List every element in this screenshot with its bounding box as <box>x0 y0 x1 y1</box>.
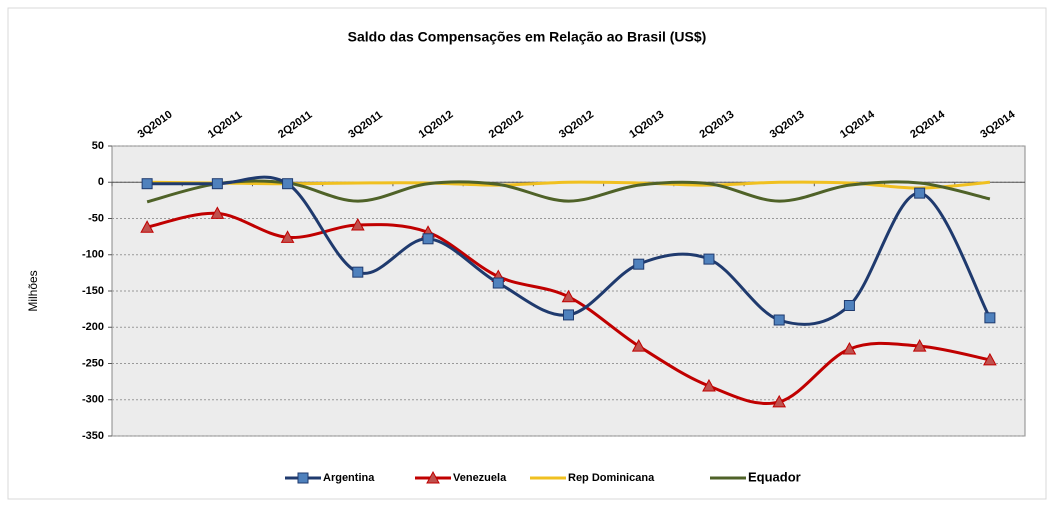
point <box>141 178 153 190</box>
point <box>631 339 646 352</box>
point <box>211 178 223 190</box>
y-tick-label: -300 <box>82 394 104 406</box>
point <box>561 289 576 303</box>
point <box>912 339 927 352</box>
y-tick-label: -50 <box>88 212 104 224</box>
y-tick-label: -250 <box>82 357 104 369</box>
point <box>702 378 716 392</box>
chart-title: Saldo das Compensações em Relação ao Bra… <box>348 29 707 45</box>
legend-marker <box>426 470 440 484</box>
y-tick-label: 50 <box>92 140 104 152</box>
point <box>633 258 645 270</box>
legend-marker <box>297 472 309 484</box>
y-tick-label: -200 <box>82 321 104 333</box>
point <box>772 394 787 408</box>
legend-label: Venezuela <box>453 472 507 484</box>
legend-label: Argentina <box>323 472 375 484</box>
point <box>282 178 294 190</box>
point <box>773 314 785 326</box>
point <box>492 277 504 289</box>
y-tick-label: 0 <box>98 176 104 188</box>
y-axis-label: Milhões <box>26 270 40 311</box>
y-tick-label: -150 <box>82 285 104 297</box>
point <box>842 341 857 355</box>
point <box>352 266 364 278</box>
legend-label: Rep Dominicana <box>568 472 655 484</box>
point <box>140 220 154 233</box>
point <box>843 300 855 311</box>
point <box>422 233 434 245</box>
point <box>563 309 574 321</box>
y-tick-label: -100 <box>82 249 104 261</box>
point <box>280 230 295 243</box>
legend-label: Equador <box>748 469 801 484</box>
y-tick-label: -350 <box>82 430 104 442</box>
line <box>147 175 992 326</box>
point <box>914 187 926 199</box>
point <box>350 217 365 231</box>
point <box>703 253 715 265</box>
point <box>983 352 997 366</box>
point <box>984 312 996 324</box>
point <box>210 206 225 219</box>
